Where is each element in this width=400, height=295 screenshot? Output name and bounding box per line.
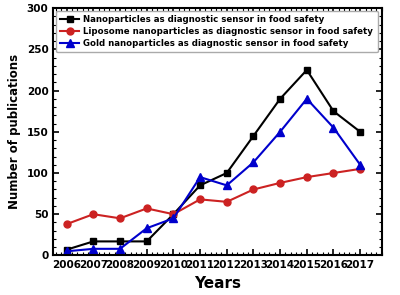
Nanoparticles as diagnostic sensor in food safety: [171, 212, 176, 216]
Liposome nanoparticles as diagnostic sensor in food safety: [304, 175, 309, 179]
Gold nanoparticles as diagnostic sensor in food safety: [304, 97, 309, 101]
Liposome nanoparticles as diagnostic sensor in food safety: [278, 181, 282, 185]
Gold nanoparticles as diagnostic sensor in food safety: [278, 130, 282, 134]
Gold nanoparticles as diagnostic sensor in food safety: [224, 183, 229, 187]
Gold nanoparticles as diagnostic sensor in food safety: [64, 250, 69, 253]
Liposome nanoparticles as diagnostic sensor in food safety: [144, 207, 149, 210]
Line: Gold nanoparticles as diagnostic sensor in food safety: Gold nanoparticles as diagnostic sensor …: [63, 95, 364, 255]
Gold nanoparticles as diagnostic sensor in food safety: [144, 227, 149, 230]
Nanoparticles as diagnostic sensor in food safety: [118, 240, 122, 243]
Liposome nanoparticles as diagnostic sensor in food safety: [331, 171, 336, 175]
Line: Nanoparticles as diagnostic sensor in food safety: Nanoparticles as diagnostic sensor in fo…: [64, 67, 363, 253]
Gold nanoparticles as diagnostic sensor in food safety: [91, 247, 96, 250]
Liposome nanoparticles as diagnostic sensor in food safety: [118, 217, 122, 220]
Gold nanoparticles as diagnostic sensor in food safety: [358, 163, 362, 167]
Y-axis label: Number of publications: Number of publications: [8, 54, 21, 209]
Liposome nanoparticles as diagnostic sensor in food safety: [251, 188, 256, 191]
Nanoparticles as diagnostic sensor in food safety: [224, 171, 229, 175]
Liposome nanoparticles as diagnostic sensor in food safety: [171, 212, 176, 216]
Line: Liposome nanoparticles as diagnostic sensor in food safety: Liposome nanoparticles as diagnostic sen…: [63, 165, 364, 227]
Liposome nanoparticles as diagnostic sensor in food safety: [358, 167, 362, 171]
Gold nanoparticles as diagnostic sensor in food safety: [118, 247, 122, 250]
Liposome nanoparticles as diagnostic sensor in food safety: [224, 200, 229, 204]
Nanoparticles as diagnostic sensor in food safety: [91, 240, 96, 243]
Nanoparticles as diagnostic sensor in food safety: [304, 68, 309, 72]
Gold nanoparticles as diagnostic sensor in food safety: [251, 160, 256, 164]
Legend: Nanoparticles as diagnostic sensor in food safety, Liposome nanoparticles as dia: Nanoparticles as diagnostic sensor in fo…: [56, 11, 378, 53]
Liposome nanoparticles as diagnostic sensor in food safety: [198, 198, 202, 201]
Nanoparticles as diagnostic sensor in food safety: [331, 109, 336, 113]
Gold nanoparticles as diagnostic sensor in food safety: [171, 217, 176, 220]
Liposome nanoparticles as diagnostic sensor in food safety: [91, 212, 96, 216]
Nanoparticles as diagnostic sensor in food safety: [278, 97, 282, 101]
Gold nanoparticles as diagnostic sensor in food safety: [331, 126, 336, 130]
Nanoparticles as diagnostic sensor in food safety: [358, 130, 362, 134]
Nanoparticles as diagnostic sensor in food safety: [144, 240, 149, 243]
Liposome nanoparticles as diagnostic sensor in food safety: [64, 222, 69, 226]
Gold nanoparticles as diagnostic sensor in food safety: [198, 175, 202, 179]
X-axis label: Years: Years: [194, 276, 241, 291]
Nanoparticles as diagnostic sensor in food safety: [251, 134, 256, 138]
Nanoparticles as diagnostic sensor in food safety: [64, 248, 69, 251]
Nanoparticles as diagnostic sensor in food safety: [198, 183, 202, 187]
